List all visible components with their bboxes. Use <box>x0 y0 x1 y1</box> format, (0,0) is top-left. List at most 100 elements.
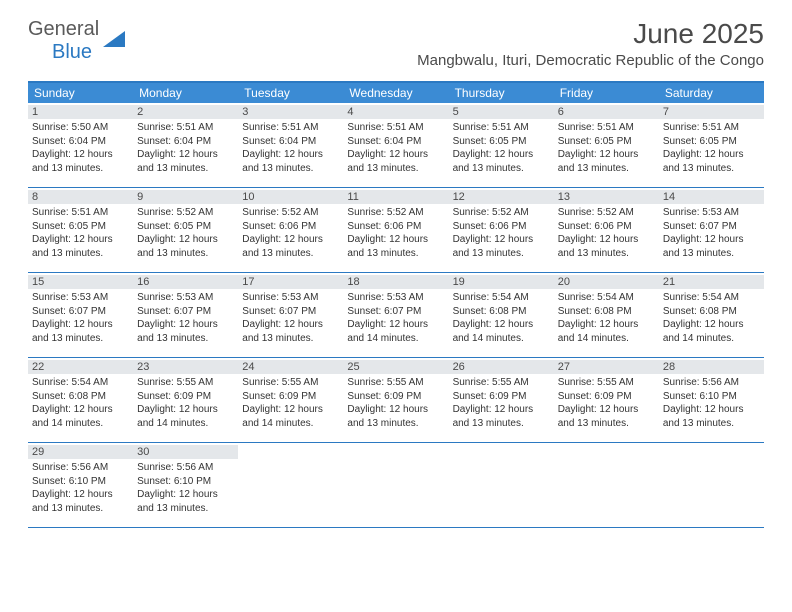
day-number: 9 <box>133 190 238 204</box>
week-row: 15Sunrise: 5:53 AMSunset: 6:07 PMDayligh… <box>28 273 764 358</box>
day-number: 19 <box>449 275 554 289</box>
sunrise-line: Sunrise: 5:53 AM <box>32 291 129 305</box>
sunrise-line: Sunrise: 5:52 AM <box>137 206 234 220</box>
month-title: June 2025 <box>417 18 764 50</box>
day-number: 2 <box>133 105 238 119</box>
sunrise-line: Sunrise: 5:50 AM <box>32 121 129 135</box>
weekday-header-row: SundayMondayTuesdayWednesdayThursdayFrid… <box>28 83 764 103</box>
daylight-line: Daylight: 12 hours and 14 minutes. <box>137 403 234 430</box>
weekday-header: Friday <box>554 83 659 103</box>
day-cell: 28Sunrise: 5:56 AMSunset: 6:10 PMDayligh… <box>659 358 764 442</box>
sunset-line: Sunset: 6:10 PM <box>663 390 760 404</box>
day-number: 3 <box>238 105 343 119</box>
sunrise-line: Sunrise: 5:51 AM <box>242 121 339 135</box>
sunrise-line: Sunrise: 5:55 AM <box>242 376 339 390</box>
sunrise-line: Sunrise: 5:55 AM <box>347 376 444 390</box>
day-number: 16 <box>133 275 238 289</box>
daylight-line: Daylight: 12 hours and 14 minutes. <box>558 318 655 345</box>
weekday-header: Monday <box>133 83 238 103</box>
day-cell: 30Sunrise: 5:56 AMSunset: 6:10 PMDayligh… <box>133 443 238 527</box>
daylight-line: Daylight: 12 hours and 13 minutes. <box>32 233 129 260</box>
day-number: 14 <box>659 190 764 204</box>
sunrise-line: Sunrise: 5:51 AM <box>32 206 129 220</box>
weekday-header: Tuesday <box>238 83 343 103</box>
sunset-line: Sunset: 6:07 PM <box>32 305 129 319</box>
daylight-line: Daylight: 12 hours and 13 minutes. <box>32 318 129 345</box>
logo-text: General Blue <box>28 18 99 64</box>
sunset-line: Sunset: 6:05 PM <box>137 220 234 234</box>
week-row: 1Sunrise: 5:50 AMSunset: 6:04 PMDaylight… <box>28 103 764 188</box>
day-number: 8 <box>28 190 133 204</box>
daylight-line: Daylight: 12 hours and 13 minutes. <box>663 148 760 175</box>
header: General Blue June 2025 Mangbwalu, Ituri,… <box>0 0 792 73</box>
day-cell: 6Sunrise: 5:51 AMSunset: 6:05 PMDaylight… <box>554 103 659 187</box>
sunset-line: Sunset: 6:09 PM <box>137 390 234 404</box>
daylight-line: Daylight: 12 hours and 13 minutes. <box>137 233 234 260</box>
daylight-line: Daylight: 12 hours and 13 minutes. <box>32 148 129 175</box>
day-cell: 15 Sunrise: 5:53 AMSunset: 6:07 PMDayligh… <box>28 273 133 357</box>
sunset-line: Sunset: 6:09 PM <box>453 390 550 404</box>
daylight-line: Daylight: 12 hours and 13 minutes. <box>137 488 234 515</box>
day-cell: 13Sunrise: 5:52 AMSunset: 6:06 PMDayligh… <box>554 188 659 272</box>
daylight-line: Daylight: 12 hours and 13 minutes. <box>347 148 444 175</box>
sunset-line: Sunset: 6:08 PM <box>663 305 760 319</box>
sunset-line: Sunset: 6:06 PM <box>453 220 550 234</box>
calendar: SundayMondayTuesdayWednesdayThursdayFrid… <box>28 81 764 528</box>
day-cell: 4 Sunrise: 5:51 AMSunset: 6:04 PMDaylight… <box>343 103 448 187</box>
day-number: 11 <box>343 190 448 204</box>
weekday-header: Wednesday <box>343 83 448 103</box>
sunrise-line: Sunrise: 5:51 AM <box>453 121 550 135</box>
week-row: 22Sunrise: 5:54 AMSunset: 6:08 PMDayligh… <box>28 358 764 443</box>
empty-cell <box>343 443 448 527</box>
weekday-header: Thursday <box>449 83 554 103</box>
day-number: 15 <box>28 275 133 289</box>
sunset-line: Sunset: 6:04 PM <box>137 135 234 149</box>
day-number: 1 <box>28 105 133 119</box>
sunset-line: Sunset: 6:08 PM <box>453 305 550 319</box>
sunrise-line: Sunrise: 5:52 AM <box>558 206 655 220</box>
day-cell: 19Sunrise: 5:54 AMSunset: 6:08 PMDayligh… <box>449 273 554 357</box>
sunrise-line: Sunrise: 5:53 AM <box>347 291 444 305</box>
sunset-line: Sunset: 6:05 PM <box>663 135 760 149</box>
day-number: 4 <box>343 105 448 119</box>
day-cell: 2Sunrise: 5:51 AMSunset: 6:04 PMDaylight… <box>133 103 238 187</box>
daylight-line: Daylight: 12 hours and 13 minutes. <box>347 233 444 260</box>
empty-cell <box>554 443 659 527</box>
sunset-line: Sunset: 6:05 PM <box>558 135 655 149</box>
day-cell: 29Sunrise: 5:56 AMSunset: 6:10 PMDayligh… <box>28 443 133 527</box>
empty-cell <box>449 443 554 527</box>
daylight-line: Daylight: 12 hours and 13 minutes. <box>137 318 234 345</box>
day-number: 13 <box>554 190 659 204</box>
sunrise-line: Sunrise: 5:51 AM <box>663 121 760 135</box>
day-number: 26 <box>449 360 554 374</box>
sunrise-line: Sunrise: 5:51 AM <box>347 121 444 135</box>
weekday-header: Sunday <box>28 83 133 103</box>
sunrise-line: Sunrise: 5:52 AM <box>453 206 550 220</box>
daylight-line: Daylight: 12 hours and 13 minutes. <box>663 233 760 260</box>
sunrise-line: Sunrise: 5:56 AM <box>137 461 234 475</box>
daylight-line: Daylight: 12 hours and 13 minutes. <box>558 148 655 175</box>
sunset-line: Sunset: 6:09 PM <box>242 390 339 404</box>
daylight-line: Daylight: 12 hours and 13 minutes. <box>137 148 234 175</box>
day-cell: 11Sunrise: 5:52 AMSunset: 6:06 PMDayligh… <box>343 188 448 272</box>
sunset-line: Sunset: 6:10 PM <box>137 475 234 489</box>
sunset-line: Sunset: 6:04 PM <box>347 135 444 149</box>
daylight-line: Daylight: 12 hours and 13 minutes. <box>558 233 655 260</box>
day-cell: 17Sunrise: 5:53 AMSunset: 6:07 PMDayligh… <box>238 273 343 357</box>
empty-cell <box>238 443 343 527</box>
sunrise-line: Sunrise: 5:54 AM <box>558 291 655 305</box>
location: Mangbwalu, Ituri, Democratic Republic of… <box>417 52 764 69</box>
sunrise-line: Sunrise: 5:56 AM <box>32 461 129 475</box>
daylight-line: Daylight: 12 hours and 14 minutes. <box>347 318 444 345</box>
sunset-line: Sunset: 6:06 PM <box>347 220 444 234</box>
day-number: 23 <box>133 360 238 374</box>
day-number: 28 <box>659 360 764 374</box>
day-cell: 22Sunrise: 5:54 AMSunset: 6:08 PMDayligh… <box>28 358 133 442</box>
day-number: 27 <box>554 360 659 374</box>
sunrise-line: Sunrise: 5:53 AM <box>137 291 234 305</box>
sunrise-line: Sunrise: 5:55 AM <box>558 376 655 390</box>
weekday-header: Saturday <box>659 83 764 103</box>
daylight-line: Daylight: 12 hours and 13 minutes. <box>242 148 339 175</box>
day-cell: 27Sunrise: 5:55 AMSunset: 6:09 PMDayligh… <box>554 358 659 442</box>
sunset-line: Sunset: 6:06 PM <box>242 220 339 234</box>
